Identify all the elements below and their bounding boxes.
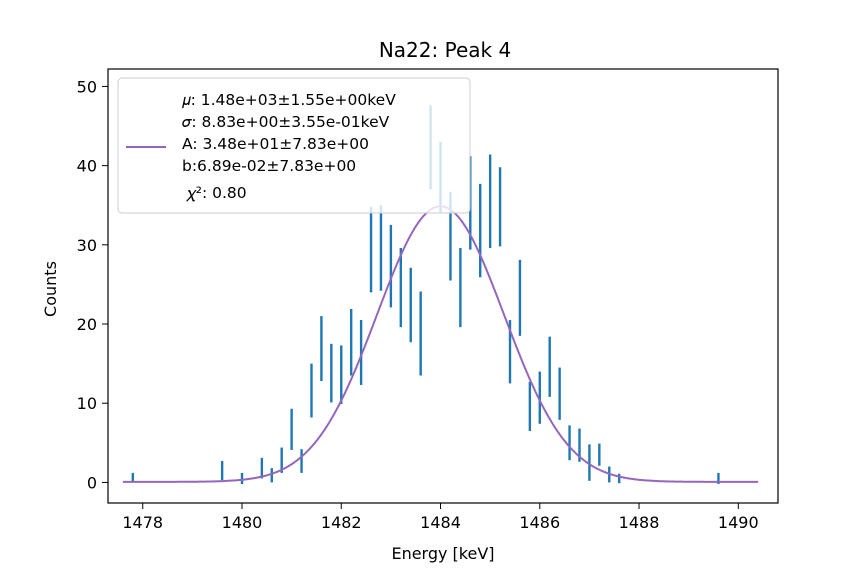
y-axis: 0 10 20 30 40 50 [77, 77, 108, 492]
y-tick-label: 30 [77, 236, 97, 255]
y-axis-label: Counts [41, 261, 60, 317]
legend: 𝜇: 1.48e+03±1.55e+00keV 𝜎: 8.83e+00±3.55… [117, 77, 471, 214]
chart-title: Na22: Peak 4 [379, 38, 511, 62]
legend-chi2: 𝜒²: 0.80 [182, 184, 247, 202]
y-tick-label: 0 [87, 473, 97, 492]
y-tick-label: 10 [77, 394, 97, 413]
legend-amplitude: A: 3.48e+01±7.83e+00 [182, 135, 369, 153]
x-tick-label: 1484 [420, 513, 461, 532]
x-tick-label: 1480 [222, 513, 263, 532]
legend-background: b:6.89e-02±7.83e+00 [182, 157, 356, 175]
legend-sigma: 𝜎: 8.83e+00±3.55e-01keV [182, 113, 390, 131]
y-tick-label: 50 [77, 77, 97, 96]
x-tick-label: 1488 [619, 513, 660, 532]
x-tick-label: 1486 [519, 513, 560, 532]
x-axis: 1478 1480 1482 1484 1486 1488 1490 [122, 503, 759, 532]
x-axis-label: Energy [keV] [391, 544, 494, 563]
y-tick-label: 40 [77, 157, 97, 176]
y-tick-label: 20 [77, 315, 97, 334]
legend-box [117, 77, 471, 214]
x-tick-label: 1478 [122, 513, 163, 532]
x-tick-label: 1482 [321, 513, 362, 532]
x-tick-label: 1490 [718, 513, 759, 532]
legend-mu: 𝜇: 1.48e+03±1.55e+00keV [182, 91, 396, 109]
